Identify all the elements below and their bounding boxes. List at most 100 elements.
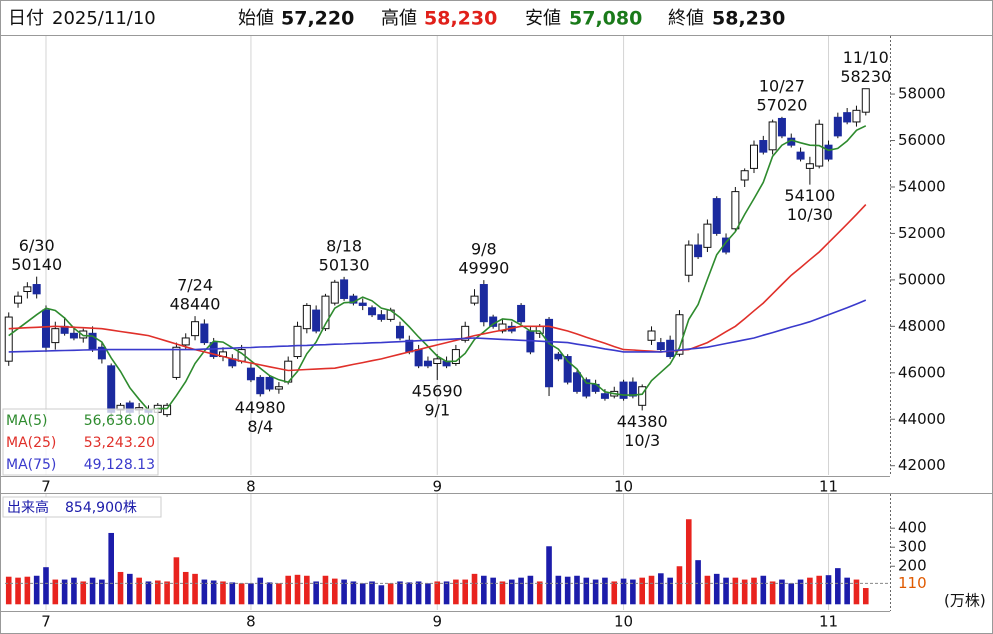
candle-body bbox=[684, 244, 693, 276]
volume-bar bbox=[127, 573, 133, 605]
volume-bar bbox=[229, 582, 236, 605]
open-label: 始値 bbox=[238, 8, 274, 29]
legend-label: MA(5) bbox=[6, 413, 48, 429]
volume-bar bbox=[658, 573, 664, 605]
annotation-date: 10/27 bbox=[759, 76, 805, 95]
x-tick-label: 8 bbox=[246, 478, 256, 496]
volume-bar bbox=[481, 575, 487, 605]
volume-bar bbox=[182, 571, 189, 605]
y-tick-label: 400 bbox=[898, 519, 927, 537]
volume-bar bbox=[210, 580, 217, 605]
volume-bar bbox=[844, 577, 850, 605]
candle-body bbox=[619, 381, 628, 399]
y-tick-label: 58000 bbox=[898, 85, 946, 103]
volume-bar bbox=[648, 575, 655, 605]
volume-bar bbox=[276, 583, 282, 605]
date: 2025/11/10 bbox=[52, 8, 156, 29]
candle-body bbox=[759, 140, 768, 153]
volume-bar bbox=[499, 581, 506, 605]
candle-body bbox=[181, 337, 190, 346]
legend-value: 56,636.00 bbox=[84, 413, 155, 429]
candle-body bbox=[433, 358, 442, 365]
y-tick-label: 200 bbox=[898, 557, 927, 575]
volume-average-label: 110 bbox=[898, 574, 927, 592]
candle-body bbox=[852, 109, 861, 123]
y-tick-label: 50000 bbox=[898, 270, 946, 288]
volume-bar bbox=[592, 579, 599, 605]
volume-bar bbox=[602, 577, 608, 605]
candle-body bbox=[861, 88, 870, 113]
candle-body bbox=[600, 393, 609, 399]
volume-bar bbox=[443, 581, 450, 605]
volume-bar bbox=[350, 581, 357, 605]
volume-bar bbox=[434, 581, 441, 605]
candle-body bbox=[470, 295, 479, 304]
volume-bar bbox=[341, 579, 347, 605]
volume-bar bbox=[490, 577, 496, 605]
volume-bar bbox=[620, 578, 627, 605]
volume-bar bbox=[5, 576, 12, 605]
candle-body bbox=[666, 339, 675, 358]
open-value: 57,220 bbox=[281, 8, 354, 30]
volume-bar bbox=[201, 579, 208, 605]
volume-bar bbox=[238, 583, 245, 605]
annotation-value: 58230 bbox=[840, 67, 891, 86]
candle-body bbox=[638, 386, 647, 406]
candle-body bbox=[694, 244, 703, 258]
candle-body bbox=[97, 346, 106, 360]
annotation-date: 8/18 bbox=[326, 236, 362, 255]
volume-label: 出来高 bbox=[7, 499, 49, 516]
candle-body bbox=[312, 309, 321, 332]
annotation-value: 44380 bbox=[617, 412, 668, 431]
candle-body bbox=[647, 330, 656, 341]
volume-bar bbox=[322, 575, 329, 605]
volume-bar bbox=[564, 576, 571, 605]
ma-line bbox=[8, 204, 867, 372]
volume-bar bbox=[788, 583, 795, 605]
volume-bar bbox=[574, 575, 580, 605]
volume-bar bbox=[24, 576, 31, 605]
candle-body bbox=[749, 144, 758, 169]
candle-body bbox=[722, 237, 731, 253]
volume-bar bbox=[304, 575, 310, 605]
volume-bar bbox=[732, 577, 739, 605]
candle-body bbox=[740, 170, 749, 181]
volume-unit: (万株) bbox=[944, 592, 986, 610]
volume-bar bbox=[555, 575, 562, 605]
candle-body bbox=[833, 116, 842, 137]
annotation-date: 10/30 bbox=[787, 205, 833, 224]
candle-body bbox=[703, 223, 712, 248]
annotation-date: 8/4 bbox=[247, 417, 273, 436]
volume-bar bbox=[154, 580, 161, 605]
legend-label: MA(75) bbox=[6, 457, 56, 473]
candle-body bbox=[675, 314, 684, 355]
candle-body bbox=[32, 284, 41, 295]
volume-bar bbox=[816, 575, 822, 605]
volume-bar bbox=[266, 582, 273, 605]
volume-bar bbox=[192, 573, 198, 605]
volume-bar bbox=[741, 579, 748, 605]
candle-body bbox=[805, 163, 814, 169]
candle-body bbox=[572, 372, 581, 392]
annotation-date: 9/1 bbox=[424, 400, 450, 419]
candle-body bbox=[843, 112, 852, 123]
volume-bar bbox=[80, 581, 87, 605]
volume-label-box bbox=[2, 496, 162, 518]
candle-body bbox=[368, 307, 377, 316]
volume-bar bbox=[378, 585, 385, 605]
volume-value: 854,900株 bbox=[65, 500, 137, 516]
candle-body bbox=[395, 325, 404, 339]
annotation-value: 50130 bbox=[319, 255, 370, 274]
candle-body bbox=[321, 295, 330, 330]
annotation-value: 48440 bbox=[170, 295, 221, 314]
candle-body bbox=[302, 304, 311, 330]
volume-bar bbox=[462, 579, 468, 605]
candle-body bbox=[712, 198, 721, 234]
volume-bar bbox=[779, 579, 785, 605]
candle-body bbox=[582, 379, 591, 397]
volume-bar bbox=[285, 575, 291, 605]
volume-bar bbox=[369, 581, 375, 605]
y-tick-label: 46000 bbox=[898, 363, 946, 381]
low-value: 57,080 bbox=[569, 8, 642, 30]
